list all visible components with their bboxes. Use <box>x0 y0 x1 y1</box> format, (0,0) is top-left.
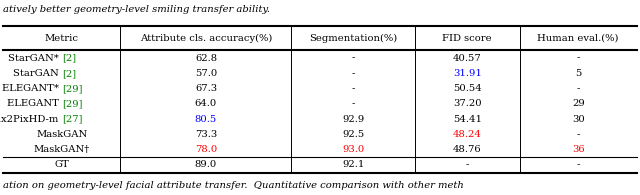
Text: [2]: [2] <box>62 54 76 63</box>
Text: 64.0: 64.0 <box>195 99 217 108</box>
Text: [29]: [29] <box>62 84 83 93</box>
Text: [29]: [29] <box>62 99 83 108</box>
Text: Pix2PixHD-m: Pix2PixHD-m <box>0 115 62 124</box>
Text: ELEGANT* [29]: ELEGANT* [29] <box>22 84 102 93</box>
Text: -: - <box>577 130 580 139</box>
Text: 48.76: 48.76 <box>453 145 482 154</box>
Text: 67.3: 67.3 <box>195 84 217 93</box>
Text: atively better geometry-level smiling transfer ability.: atively better geometry-level smiling tr… <box>3 5 270 14</box>
Text: GT: GT <box>54 160 69 169</box>
Text: -: - <box>577 54 580 63</box>
Text: 78.0: 78.0 <box>195 145 217 154</box>
Text: -: - <box>351 84 355 93</box>
Text: 48.24: 48.24 <box>453 130 482 139</box>
Text: -: - <box>466 160 469 169</box>
Text: 5: 5 <box>575 69 581 78</box>
Text: 54.41: 54.41 <box>453 115 482 124</box>
Text: MaskGAN†: MaskGAN† <box>34 145 90 154</box>
Text: Human eval.(%): Human eval.(%) <box>538 34 619 43</box>
Text: 80.5: 80.5 <box>195 115 217 124</box>
Text: 89.0: 89.0 <box>195 160 217 169</box>
Text: -: - <box>351 54 355 63</box>
Text: StarGAN: StarGAN <box>13 69 62 78</box>
Text: 40.57: 40.57 <box>453 54 482 63</box>
Text: 62.8: 62.8 <box>195 54 217 63</box>
Text: ELEGANT*: ELEGANT* <box>2 84 62 93</box>
Text: ELEGANT [29]: ELEGANT [29] <box>24 99 100 108</box>
Text: 57.0: 57.0 <box>195 69 217 78</box>
Text: Metric: Metric <box>45 34 79 43</box>
Text: [2]: [2] <box>62 69 76 78</box>
Text: FID score: FID score <box>442 34 492 43</box>
Text: MaskGAN: MaskGAN <box>36 130 88 139</box>
Text: -: - <box>351 99 355 108</box>
Text: -: - <box>577 84 580 93</box>
Text: 37.20: 37.20 <box>453 99 482 108</box>
Text: 31.91: 31.91 <box>453 69 482 78</box>
Text: 92.1: 92.1 <box>342 160 364 169</box>
Text: 93.0: 93.0 <box>342 145 364 154</box>
Text: [27]: [27] <box>62 115 83 124</box>
Text: 92.9: 92.9 <box>342 115 364 124</box>
Text: 36: 36 <box>572 145 584 154</box>
Text: 29: 29 <box>572 99 584 108</box>
Text: Segmentation(%): Segmentation(%) <box>309 34 397 43</box>
Text: ELEGANT: ELEGANT <box>7 99 62 108</box>
Text: 30: 30 <box>572 115 584 124</box>
Text: ation on geometry-level facial attribute transfer.  Quantitative comparison with: ation on geometry-level facial attribute… <box>3 181 464 190</box>
Text: Attribute cls. accuracy(%): Attribute cls. accuracy(%) <box>140 34 272 43</box>
Text: -: - <box>351 69 355 78</box>
Text: Pix2PixHD-m [27]: Pix2PixHD-m [27] <box>16 115 108 124</box>
Text: 50.54: 50.54 <box>453 84 482 93</box>
Text: StarGAN*: StarGAN* <box>8 54 62 63</box>
Text: -: - <box>577 160 580 169</box>
Text: 73.3: 73.3 <box>195 130 217 139</box>
Text: 92.5: 92.5 <box>342 130 364 139</box>
Text: StarGAN* [2]: StarGAN* [2] <box>28 54 96 63</box>
Text: StarGAN [2]: StarGAN [2] <box>30 69 93 78</box>
